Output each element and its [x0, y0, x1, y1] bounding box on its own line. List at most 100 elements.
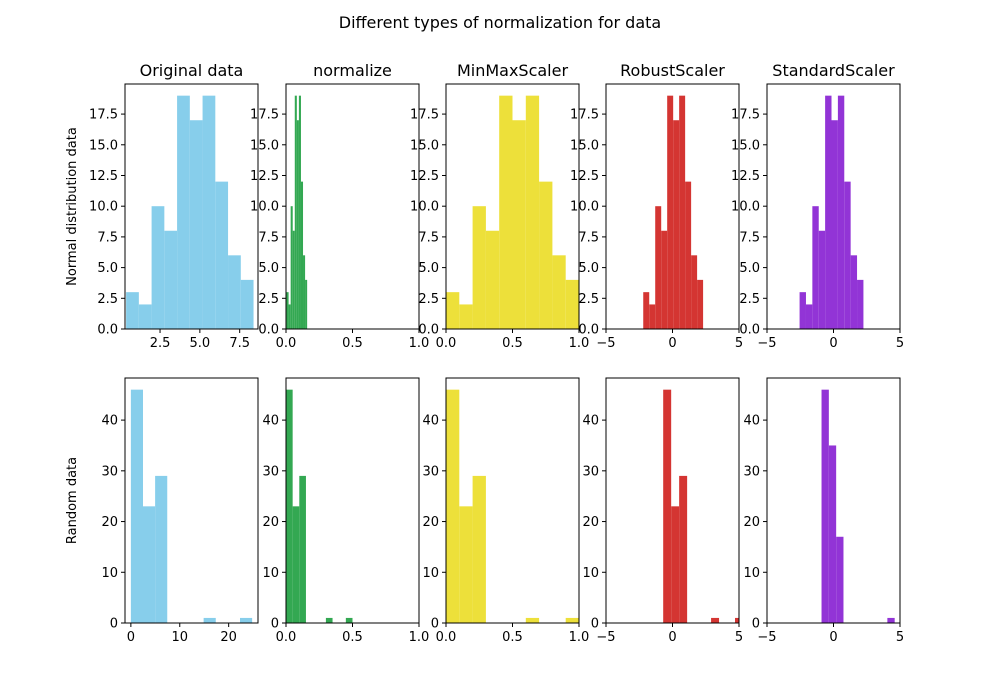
- y-tick-label: 10.0: [731, 200, 760, 215]
- x-tick-label: 5.0: [190, 336, 211, 351]
- y-tick-label: 20: [582, 515, 599, 530]
- histogram-bar: [215, 181, 229, 329]
- x-tick-label: 5: [735, 336, 743, 351]
- y-tick-label: 0: [752, 617, 760, 632]
- histogram-bar: [290, 206, 293, 329]
- histogram-bar: [831, 120, 838, 329]
- y-tick-label: 40: [262, 414, 279, 429]
- y-tick-label: 20: [422, 515, 439, 530]
- y-tick-label: 10: [262, 566, 279, 581]
- y-tick-label: 20: [743, 515, 760, 530]
- y-tick-label: 0: [271, 617, 279, 632]
- y-tick-label: 20: [262, 515, 279, 530]
- x-tick-label: −5: [596, 336, 615, 351]
- y-tick-label: 17.5: [410, 108, 439, 123]
- histogram-bar: [151, 206, 165, 329]
- y-tick-label: 7.5: [418, 230, 439, 245]
- y-tick-label: 2.5: [97, 292, 118, 307]
- y-tick-label: 5.0: [739, 261, 760, 276]
- histogram-bar: [286, 389, 293, 623]
- histogram-bar: [446, 292, 460, 329]
- y-tick-label: 12.5: [250, 169, 279, 184]
- y-tick-label: 15.0: [89, 138, 118, 153]
- y-tick-label: 17.5: [250, 108, 279, 123]
- histogram-bar: [825, 95, 832, 329]
- bars: [643, 95, 704, 329]
- histogram-bar: [887, 617, 895, 623]
- x-tick-label: 0: [668, 630, 676, 645]
- y-tick-label: 30: [101, 464, 118, 479]
- x-tick-label: 1.0: [569, 336, 590, 351]
- histogram-bar: [459, 506, 473, 623]
- subplot-title: StandardScaler: [772, 61, 895, 80]
- y-tick-label: 30: [743, 464, 760, 479]
- histogram-bar: [472, 475, 486, 623]
- bars: [446, 389, 579, 623]
- y-tick-label: 10.0: [89, 200, 118, 215]
- histogram-bar: [228, 255, 241, 329]
- y-tick-label: 17.5: [731, 108, 760, 123]
- histogram-bar: [836, 536, 844, 623]
- x-tick-label: 0: [127, 630, 135, 645]
- y-axis-label: Normal distribution data: [65, 127, 80, 286]
- subplot-title: RobustScaler: [620, 61, 725, 80]
- x-tick-label: 5: [735, 630, 743, 645]
- subplot-r0-c3: −5 0 5 0.0 2.5 5.0 7.5 10.0 12.5 15.0 17.5 RobustSc…: [570, 61, 743, 351]
- y-tick-label: 15.0: [250, 138, 279, 153]
- histogram-bar: [565, 279, 579, 329]
- y-tick-label: 40: [101, 414, 118, 429]
- x-tick-label: 0.5: [342, 630, 363, 645]
- histogram-bar: [697, 279, 704, 329]
- bars: [821, 389, 895, 623]
- histogram-bar: [202, 95, 216, 329]
- histogram-bar: [345, 617, 353, 623]
- x-tick-label: 1.0: [569, 630, 590, 645]
- histogram-bar: [446, 389, 460, 623]
- histogram-bar: [303, 255, 306, 329]
- y-tick-label: 15.0: [570, 138, 599, 153]
- histogram-bar: [691, 255, 698, 329]
- histogram-bar: [837, 95, 845, 329]
- histogram-bar: [643, 292, 650, 329]
- histogram-bar: [130, 389, 143, 623]
- y-tick-label: 0.0: [418, 323, 439, 338]
- histogram-bar: [485, 230, 500, 329]
- x-tick-label: 0.5: [502, 630, 523, 645]
- histogram-bar: [661, 230, 668, 329]
- histogram-bar: [821, 389, 829, 623]
- histogram-bar: [298, 95, 301, 329]
- histogram-bar: [679, 475, 688, 623]
- histogram-bar: [828, 445, 837, 623]
- histogram-bar: [844, 181, 851, 329]
- y-tick-label: 0: [110, 617, 118, 632]
- bars: [130, 389, 253, 623]
- x-tick-label: 0.5: [342, 336, 363, 351]
- histogram-bar: [711, 617, 720, 623]
- y-tick-label: 5.0: [578, 261, 599, 276]
- histogram-bar: [292, 506, 300, 623]
- bars: [286, 95, 308, 329]
- x-tick-label: 7.5: [229, 336, 250, 351]
- histogram-bar: [667, 95, 674, 329]
- histogram-bar: [177, 95, 190, 329]
- y-tick-label: 2.5: [418, 292, 439, 307]
- y-tick-label: 7.5: [97, 230, 118, 245]
- y-tick-label: 2.5: [578, 292, 599, 307]
- y-tick-label: 15.0: [410, 138, 439, 153]
- x-tick-label: 0: [668, 336, 676, 351]
- x-tick-label: 5: [896, 630, 904, 645]
- y-tick-label: 30: [262, 464, 279, 479]
- subplot-r1-c0: 0 10 20 0 10 20 30 40 Random data: [65, 377, 259, 645]
- x-tick-label: −5: [596, 630, 615, 645]
- histogram-bar: [155, 475, 168, 623]
- histogram-bar: [240, 617, 253, 623]
- y-tick-label: 10: [582, 566, 599, 581]
- histogram-bar: [552, 255, 566, 329]
- y-tick-label: 30: [422, 464, 439, 479]
- y-tick-label: 5.0: [418, 261, 439, 276]
- histogram-bar: [812, 206, 819, 329]
- x-tick-label: −5: [757, 336, 776, 351]
- histogram-bar: [296, 120, 299, 329]
